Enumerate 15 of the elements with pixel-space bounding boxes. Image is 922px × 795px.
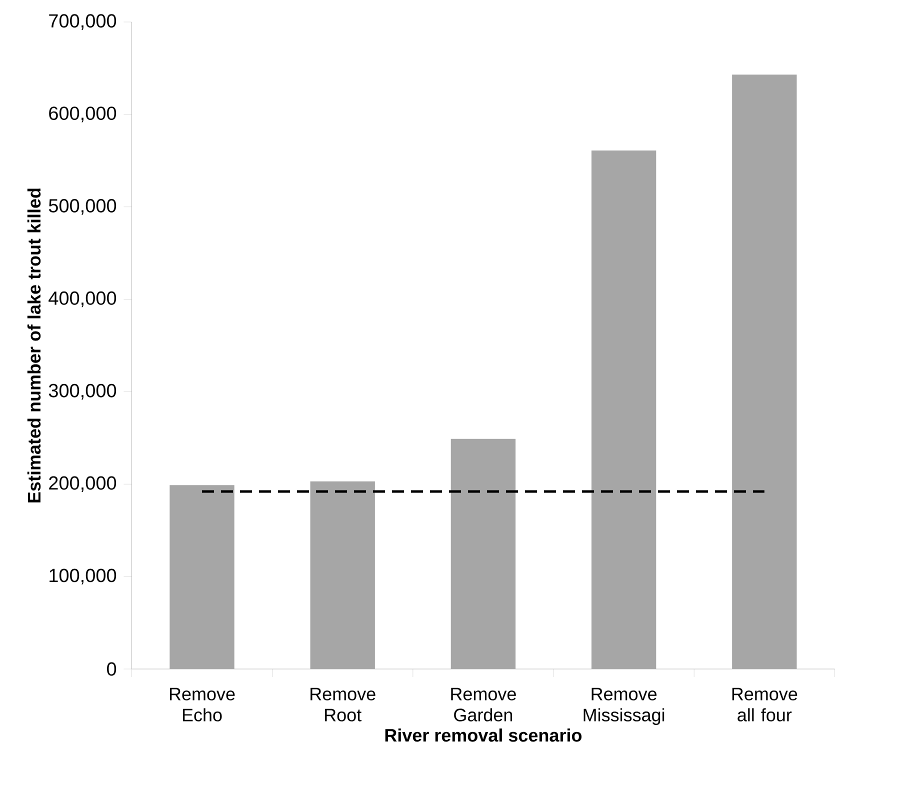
x-tick-label: Remove Echo: [170, 688, 235, 722]
x-axis-title: River removal scenario: [385, 728, 582, 742]
y-tick-label: 600,000: [49, 106, 116, 122]
y-axis-title: Estimated number of lake trout killed: [27, 188, 41, 502]
y-tick-label: 700,000: [49, 14, 116, 30]
y-tick-label: 500,000: [48, 199, 116, 215]
y-tick-label: 400,000: [48, 291, 116, 308]
y-tick-label: 300,000: [48, 384, 116, 400]
x-tick-label: Remove Root: [310, 688, 376, 722]
x-tick-label: Remove all four: [732, 688, 798, 722]
x-tick-label: Remove Garden: [451, 688, 516, 722]
y-tick-label: 100,000: [50, 568, 116, 584]
y-tick-label: 0: [107, 662, 116, 676]
x-tick-label: Remove Mississagi: [584, 688, 664, 725]
y-tick-label: 200,000: [49, 476, 116, 492]
